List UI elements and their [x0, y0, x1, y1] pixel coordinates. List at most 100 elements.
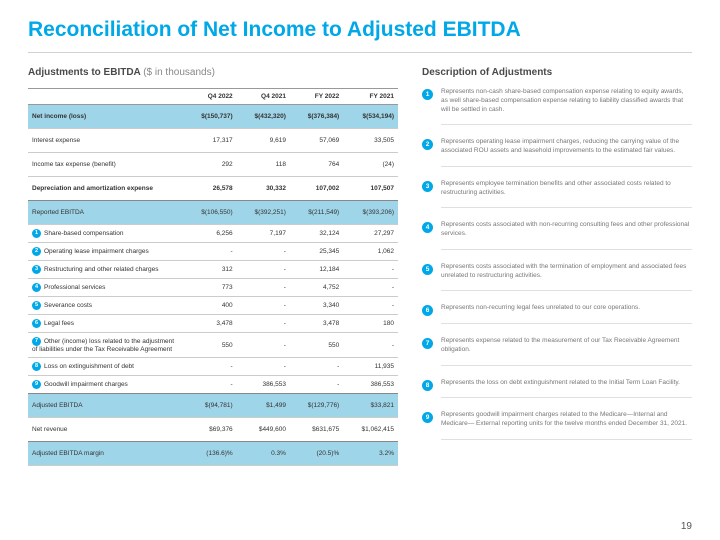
cell: 27,297 — [343, 225, 398, 243]
divider — [28, 52, 692, 53]
row-badge: 5 — [32, 301, 41, 310]
desc-text: Represents operating lease impairment ch… — [441, 138, 692, 167]
table-row: Depreciation and amortization expense 26,… — [28, 177, 398, 201]
cell: 400 — [183, 297, 236, 315]
cell: - — [237, 261, 290, 279]
cell: 3,478 — [183, 315, 236, 333]
table-section: Adjustments to EBITDA ($ in thousands) Q… — [28, 67, 398, 466]
cell: 26,578 — [183, 177, 236, 201]
cell: - — [237, 279, 290, 297]
row-label: Legal fees — [44, 320, 74, 327]
left-heading: Adjustments to EBITDA ($ in thousands) — [28, 67, 398, 78]
cell: 292 — [183, 153, 236, 177]
cell: $(376,384) — [290, 105, 343, 129]
cell: - — [237, 315, 290, 333]
cell: $(393,206) — [343, 201, 398, 225]
desc-badge: 5 — [422, 264, 433, 275]
description-item: 2 Represents operating lease impairment c… — [422, 138, 692, 167]
row-label: Reported EBITDA — [32, 209, 84, 216]
cell: (20.5)% — [290, 442, 343, 466]
cell: 6,256 — [183, 225, 236, 243]
cell: 107,507 — [343, 177, 398, 201]
cell: - — [290, 376, 343, 394]
row-badge: 7 — [32, 337, 41, 346]
cell: 4,752 — [290, 279, 343, 297]
description-item: 8Represents the loss on debt extinguishm… — [422, 379, 692, 399]
table-row: 8Loss on extinguishment of debt---11,935 — [28, 358, 398, 376]
cell: - — [183, 243, 236, 261]
cell: $(534,194) — [343, 105, 398, 129]
table-row: 2Operating lease impairment charges--25,… — [28, 243, 398, 261]
desc-text: Represents the loss on debt extinguishme… — [441, 379, 692, 399]
cell: 30,332 — [237, 177, 290, 201]
row-label: Interest expense — [32, 137, 80, 144]
cell: 180 — [343, 315, 398, 333]
right-heading: Description of Adjustments — [422, 67, 692, 78]
cell: $1,062,415 — [343, 418, 398, 442]
desc-badge: 6 — [422, 305, 433, 316]
cell: 764 — [290, 153, 343, 177]
cell: 107,002 — [290, 177, 343, 201]
cell: $69,376 — [183, 418, 236, 442]
row-label: Net income (loss) — [32, 113, 86, 120]
cell: 57,069 — [290, 129, 343, 153]
description-item: 5 Represents costs associated with the te… — [422, 263, 692, 292]
cell: 386,553 — [237, 376, 290, 394]
cell: - — [343, 261, 398, 279]
table-row: Net revenue $69,376$449,600$631,675$1,062… — [28, 418, 398, 442]
cell: - — [237, 243, 290, 261]
cell: - — [343, 279, 398, 297]
cell: 7,197 — [237, 225, 290, 243]
desc-text: Represents costs associated with non-rec… — [441, 221, 692, 250]
cell: 17,317 — [183, 129, 236, 153]
cell: 3,340 — [290, 297, 343, 315]
desc-text: Represents goodwill impairment charges r… — [441, 411, 692, 440]
ebitda-table: Q4 2022Q4 2021FY 2022FY 2021 Net income … — [28, 88, 398, 466]
description-item: 3Represents employee termination benefit… — [422, 180, 692, 209]
cell: $449,600 — [237, 418, 290, 442]
row-badge: 3 — [32, 265, 41, 274]
cell: 118 — [237, 153, 290, 177]
desc-text: Represents non-cash share-based compensa… — [441, 88, 692, 125]
table-row: 9Goodwill impairment charges-386,553-386… — [28, 376, 398, 394]
cell: $(150,737) — [183, 105, 236, 129]
cell: $631,675 — [290, 418, 343, 442]
cell: $(392,251) — [237, 201, 290, 225]
row-badge: 4 — [32, 283, 41, 292]
cell: 25,345 — [290, 243, 343, 261]
row-label: Loss on extinguishment of debt — [44, 363, 134, 370]
desc-text: Represents costs associated with the ter… — [441, 263, 692, 292]
cell: $33,821 — [343, 394, 398, 418]
page-title: Reconciliation of Net Income to Adjusted… — [28, 18, 692, 42]
table-row: 4Professional services773-4,752- — [28, 279, 398, 297]
row-label: Adjusted EBITDA — [32, 402, 83, 409]
table-row: Interest expense17,3179,61957,06933,505 — [28, 129, 398, 153]
row-label: Depreciation and amortization expense — [32, 185, 153, 192]
cell: $(94,781) — [183, 394, 236, 418]
cell: 0.3% — [237, 442, 290, 466]
cell: - — [183, 376, 236, 394]
table-row: Adjusted EBITDA margin(136.6)%0.3%(20.5)… — [28, 442, 398, 466]
cell: 9,619 — [237, 129, 290, 153]
descriptions-section: Description of Adjustments 1 Represents n… — [422, 67, 692, 466]
desc-badge: 3 — [422, 181, 433, 192]
description-item: 7Represents expense related to the measu… — [422, 337, 692, 366]
desc-badge: 1 — [422, 89, 433, 100]
description-item: 1 Represents non-cash share-based compens… — [422, 88, 692, 125]
desc-badge: 2 — [422, 139, 433, 150]
cell: - — [237, 358, 290, 376]
desc-badge: 9 — [422, 412, 433, 423]
desc-badge: 7 — [422, 338, 433, 349]
table-row: Net income (loss)$(150,737)$(432,320)$(3… — [28, 105, 398, 129]
table-row: Adjusted EBITDA$(94,781)$1,499$(129,776)… — [28, 394, 398, 418]
cell: 386,553 — [343, 376, 398, 394]
col-header: FY 2021 — [343, 89, 398, 105]
row-label: Adjusted EBITDA margin — [32, 450, 104, 457]
cell: - — [343, 333, 398, 358]
row-badge: 6 — [32, 319, 41, 328]
row-badge: 1 — [32, 229, 41, 238]
row-label: Severance costs — [44, 302, 92, 309]
row-label: Net revenue — [32, 426, 67, 433]
row-label: Income tax expense (benefit) — [32, 161, 116, 168]
cell: 3.2% — [343, 442, 398, 466]
